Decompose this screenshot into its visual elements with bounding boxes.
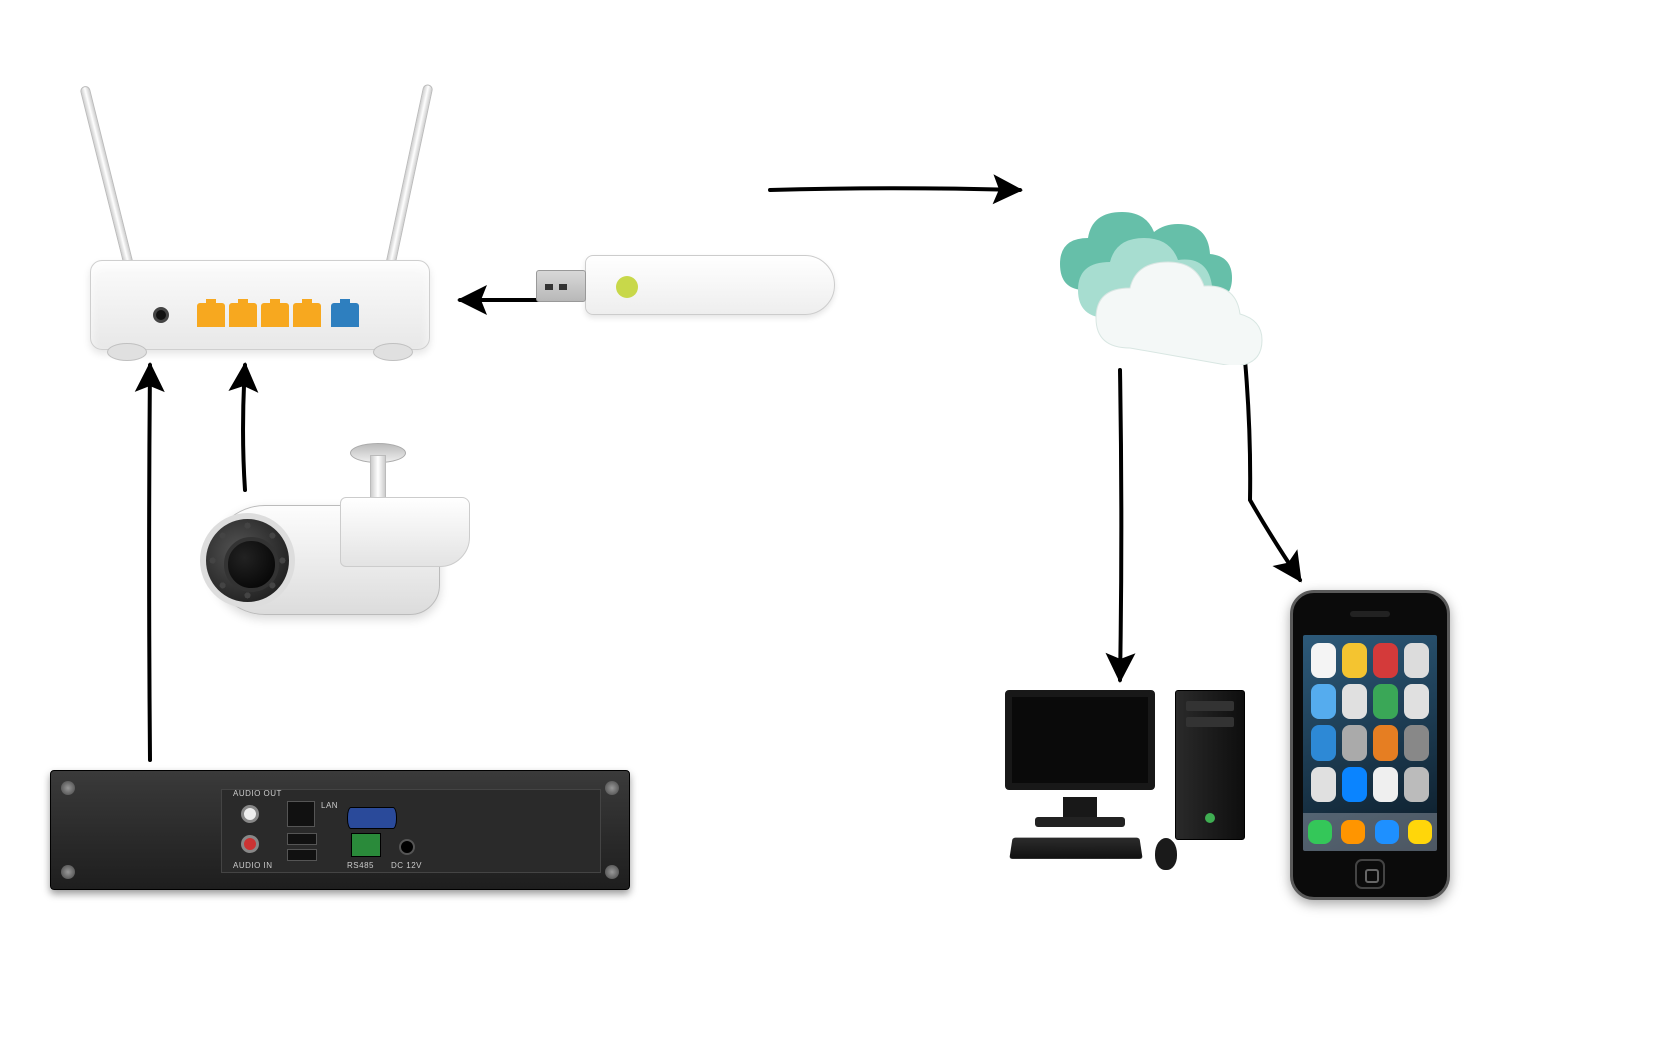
arrow-nvr-to-router	[149, 365, 150, 760]
phone-home-button	[1355, 859, 1385, 889]
cloud-icon	[1060, 212, 1262, 365]
phone-dock	[1303, 813, 1437, 851]
phone-app-icon	[1342, 643, 1367, 678]
arrow-cloud-to-phone	[1245, 360, 1300, 580]
nvr-usb-port-1	[287, 833, 317, 845]
phone-app-icon	[1342, 725, 1367, 760]
pc-tower-icon	[1175, 690, 1245, 840]
desktop-pc-node	[1005, 690, 1275, 890]
phone-app-icon	[1404, 725, 1429, 760]
nvr-label-audio-in: AUDIO IN	[233, 861, 273, 870]
phone-app-icon	[1373, 684, 1398, 719]
modem-brand-dot	[616, 276, 638, 298]
nvr-label-lan: LAN	[321, 801, 338, 810]
phone-app-icon	[1404, 767, 1429, 802]
router-wan-port	[331, 303, 359, 327]
phone-app-icon	[1342, 767, 1367, 802]
phone-app-icon	[1311, 767, 1336, 802]
nvr-rs485-terminal	[351, 833, 381, 857]
nvr-node: AUDIO OUT AUDIO IN LAN VGA RS485 DC 12V	[50, 770, 630, 890]
nvr-rca-red	[241, 835, 259, 853]
phone-app-icon	[1373, 643, 1398, 678]
usb-modem-node	[585, 255, 835, 315]
phone-dock-icon	[1341, 820, 1365, 844]
router-lan-port-1	[197, 303, 225, 327]
nvr-label-dc: DC 12V	[391, 861, 422, 870]
phone-app-icon	[1404, 684, 1429, 719]
pc-keyboard-icon	[1009, 838, 1142, 859]
smartphone-node	[1290, 590, 1450, 900]
router-lan-port-3	[261, 303, 289, 327]
router-power-jack	[153, 307, 169, 323]
phone-app-icon	[1373, 725, 1398, 760]
pc-monitor-icon	[1005, 690, 1155, 790]
nvr-label-rs485: RS485	[347, 861, 374, 870]
phone-app-icon	[1373, 767, 1398, 802]
router-lan-port-4	[293, 303, 321, 327]
phone-app-icon	[1404, 643, 1429, 678]
ip-camera-node	[190, 455, 490, 655]
phone-dock-icon	[1308, 820, 1332, 844]
pc-mouse-icon	[1155, 838, 1177, 870]
phone-app-icon	[1311, 725, 1336, 760]
arrow-modem-to-cloud	[770, 188, 1020, 190]
cloud-node	[1050, 200, 1280, 370]
usb-connector-icon	[536, 270, 586, 302]
nvr-label-audio-out: AUDIO OUT	[233, 789, 282, 798]
nvr-dc-jack	[399, 839, 415, 855]
phone-dock-icon	[1408, 820, 1432, 844]
phone-dock-icon	[1375, 820, 1399, 844]
phone-app-icon	[1342, 684, 1367, 719]
nvr-usb-port-2	[287, 849, 317, 861]
phone-app-icon	[1311, 684, 1336, 719]
nvr-lan-port	[287, 801, 315, 827]
arrow-cloud-to-pc	[1120, 370, 1121, 680]
router-node	[90, 40, 430, 350]
phone-app-icon	[1311, 643, 1336, 678]
nvr-rca-white	[241, 805, 259, 823]
nvr-vga-port	[347, 807, 397, 829]
router-lan-port-2	[229, 303, 257, 327]
